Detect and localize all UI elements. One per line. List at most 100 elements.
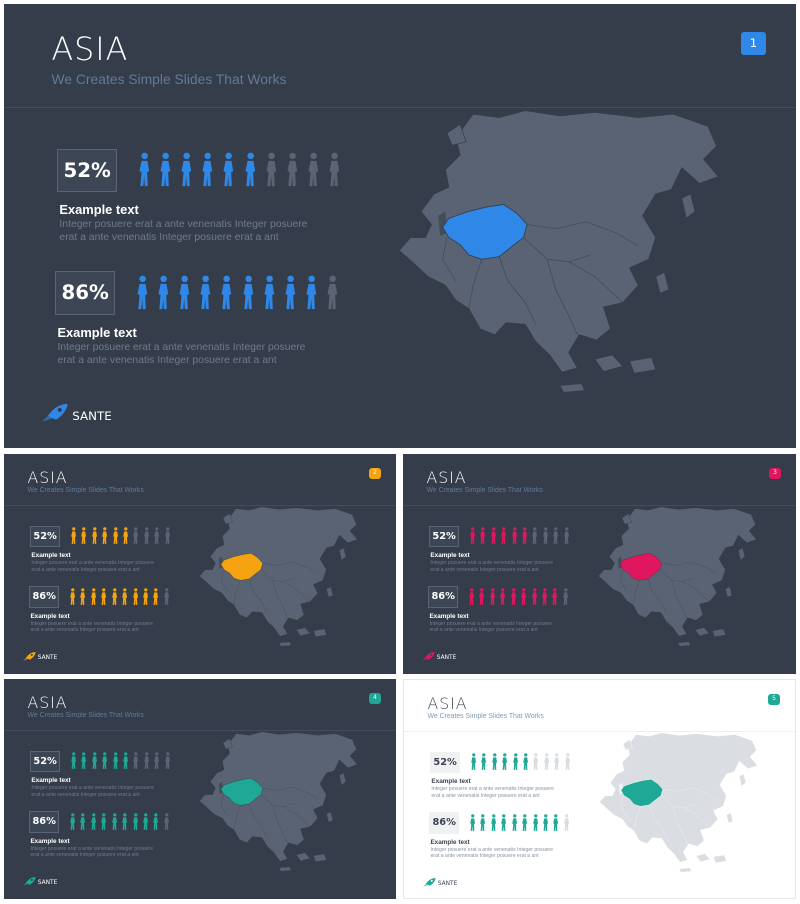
person-icon-inactive — [163, 527, 172, 545]
country-borders — [221, 561, 319, 618]
rocket-icon — [22, 649, 37, 667]
island-shape — [739, 773, 747, 787]
brand-logo: SANTE — [422, 875, 457, 893]
person-icon-inactive — [323, 275, 341, 311]
people-pictogram — [68, 813, 171, 831]
slide-title: ASIA — [427, 693, 468, 713]
person-icon-inactive — [131, 527, 140, 545]
person-icon-inactive — [562, 527, 571, 545]
person-icon-active — [111, 527, 120, 545]
island-shape — [296, 627, 311, 637]
person-icon-active — [500, 753, 509, 771]
stat-block-1: 52% Example text Integer posuere erat a an… — [57, 148, 354, 248]
person-icon-active — [131, 588, 140, 606]
person-icon-active — [110, 588, 119, 606]
island-shape — [279, 641, 292, 647]
stat-block-2: 86% Example text Integer posuere erat a an… — [29, 811, 176, 860]
person-icon-active — [510, 527, 519, 545]
person-icon-active — [133, 275, 151, 311]
stat-percentage: 52% — [57, 148, 117, 193]
stat-label: Example text — [31, 776, 71, 784]
stat-percentage: 86% — [29, 811, 59, 833]
person-icon-active — [68, 588, 77, 606]
person-icon-inactive — [163, 752, 172, 770]
person-icon-active — [490, 753, 499, 771]
stat-percentage: 52% — [430, 751, 460, 774]
island-shape — [681, 193, 696, 219]
person-icon-inactive — [162, 813, 171, 831]
stat-percentage: 86% — [29, 586, 59, 608]
person-icon-active — [478, 814, 487, 832]
island-shape — [296, 852, 311, 862]
person-icon-inactive — [541, 527, 550, 545]
person-icon-active — [550, 588, 559, 606]
slide-header: ASIA We Creates Simple Slides That Works 4 — [4, 679, 396, 730]
person-icon-active — [489, 527, 498, 545]
slide-5[interactable]: ASIA We Creates Simple Slides That Works 5… — [403, 679, 796, 899]
people-pictogram — [68, 588, 171, 606]
island-shape — [726, 812, 734, 824]
brand-logo: SANTE — [421, 652, 456, 664]
asia-landmass — [199, 731, 358, 862]
person-icon-inactive — [283, 152, 301, 188]
person-icon-inactive — [131, 752, 140, 770]
slide-header: ASIA We Creates Simple Slides That Works 3 — [403, 454, 796, 505]
island-shape — [339, 547, 347, 561]
person-icon-active — [467, 588, 476, 606]
slide-4[interactable]: ASIA We Creates Simple Slides That Works 4… — [4, 679, 396, 899]
slide-2[interactable]: ASIA We Creates Simple Slides That Works 2… — [4, 454, 396, 674]
island-shape — [695, 627, 710, 637]
person-icon-inactive — [562, 814, 571, 832]
stat-description: Integer posuere erat a ante venenatis In… — [31, 559, 154, 573]
asia-map — [586, 731, 772, 873]
person-icon-active — [509, 588, 518, 606]
person-icon-active — [531, 814, 540, 832]
island-shape — [696, 853, 711, 863]
asia-landmass — [598, 506, 757, 637]
person-icon-active — [479, 753, 488, 771]
person-icon-active — [540, 588, 549, 606]
person-icon-inactive — [531, 753, 540, 771]
island-shape — [223, 513, 234, 525]
person-icon-active — [156, 152, 174, 188]
people-pictogram — [133, 275, 341, 311]
island-shape — [279, 866, 292, 872]
person-icon-inactive — [561, 588, 570, 606]
stat-label: Example text — [430, 838, 470, 846]
island-shape — [446, 123, 467, 146]
slide-1[interactable]: ASIA We Creates Simple Slides That Works 1… — [4, 4, 796, 448]
rocket-icon — [22, 874, 37, 892]
person-icon-active — [530, 588, 539, 606]
stat-block-1: 52% Example text Integer posuere erat a an… — [430, 751, 577, 801]
stat-block-1: 52% Example text Integer posuere erat a an… — [30, 525, 177, 575]
slide-number-badge: 3 — [768, 467, 782, 480]
brand-name: SANTE — [37, 879, 58, 886]
header-divider — [404, 730, 795, 732]
rocket-icon — [422, 875, 437, 893]
person-icon-active — [90, 527, 99, 545]
person-icon-active — [79, 527, 88, 545]
person-icon-active — [121, 527, 130, 545]
person-icon-active — [135, 152, 153, 188]
person-icon-active — [131, 813, 140, 831]
person-icon-active — [100, 752, 109, 770]
brand-name: SANTE — [72, 408, 112, 423]
person-icon-inactive — [304, 152, 322, 188]
header-divider — [4, 106, 796, 108]
person-icon-inactive — [152, 752, 161, 770]
asia-map — [186, 730, 372, 872]
stat-percentage: 52% — [429, 525, 459, 548]
island-shape — [594, 354, 624, 372]
slide-3[interactable]: ASIA We Creates Simple Slides That Works 3… — [403, 454, 796, 674]
person-icon-active — [551, 814, 560, 832]
stat-block-1: 52% Example text Integer posuere erat a an… — [429, 525, 576, 575]
person-icon-active — [175, 275, 193, 311]
slide-title: ASIA — [426, 467, 467, 487]
stat-percentage: 86% — [55, 271, 115, 315]
people-pictogram — [468, 814, 571, 832]
person-icon-active — [120, 813, 129, 831]
person-icon-active — [241, 152, 259, 188]
person-icon-active — [89, 588, 98, 606]
person-icon-active — [151, 813, 160, 831]
island-shape — [622, 513, 633, 525]
